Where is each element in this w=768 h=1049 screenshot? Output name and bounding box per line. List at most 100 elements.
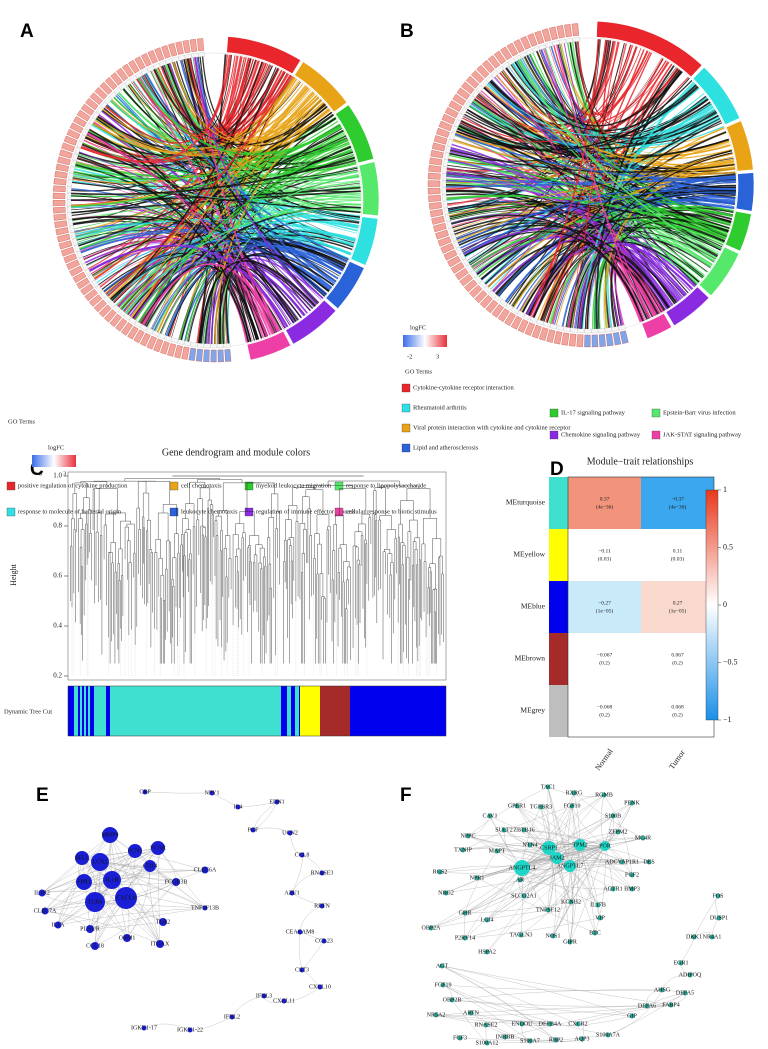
- ribbon: [89, 128, 297, 323]
- node: [605, 1032, 611, 1038]
- ribbon: [150, 71, 342, 154]
- module-color: [549, 581, 568, 633]
- node: [521, 893, 527, 899]
- edge: [435, 1005, 648, 1016]
- cell-value: −0.37: [671, 496, 684, 502]
- panel-letter: F: [400, 785, 412, 806]
- edge: [430, 845, 606, 929]
- module-strip: [283, 686, 285, 736]
- ribbon: [586, 250, 670, 329]
- node: [440, 982, 446, 988]
- edge: [435, 1004, 672, 1016]
- gene-box: [66, 129, 81, 140]
- node: [103, 871, 121, 889]
- gene-inner: [183, 340, 192, 347]
- edge: [552, 844, 581, 937]
- edge: [680, 936, 695, 964]
- node: [91, 942, 99, 950]
- ribbon: [121, 146, 352, 310]
- gene-inner: [223, 343, 231, 348]
- edge: [44, 865, 151, 912]
- cell-pvalue: (0.2): [599, 659, 610, 666]
- gene-box: [436, 127, 450, 138]
- node: [527, 842, 533, 848]
- ribbon: [227, 246, 344, 344]
- node: [564, 860, 576, 872]
- edge: [489, 815, 523, 869]
- gene-box: [556, 25, 565, 39]
- node: [428, 925, 434, 931]
- gene-box: [441, 113, 456, 125]
- nodes: TAC1 RXRG RGMB PENK GPER1 TGFBR3 FGF10 S100B CAV…: [421, 784, 728, 1046]
- gene-box: [428, 194, 441, 203]
- node: [597, 915, 603, 921]
- node: [687, 972, 693, 978]
- edge: [143, 1023, 191, 1031]
- node-label: GIPR: [563, 939, 577, 945]
- gene-box: [491, 304, 504, 318]
- node-label: FCAR: [150, 845, 166, 851]
- node-label: AHSG: [654, 987, 671, 993]
- edge: [94, 881, 177, 947]
- edge: [529, 1038, 583, 1043]
- module-strip: [76, 686, 78, 736]
- edge: [451, 989, 663, 1001]
- edge: [523, 829, 606, 847]
- ribbon: [454, 133, 736, 180]
- node: [547, 1021, 553, 1027]
- module-strip: [281, 686, 283, 736]
- gene-box: [520, 36, 531, 50]
- legend-swatch: [334, 481, 344, 491]
- edge: [552, 845, 606, 937]
- gene-box: [63, 253, 78, 264]
- node-label: TNFSF13B: [191, 905, 219, 911]
- gene-box: [57, 156, 71, 166]
- edge: [646, 992, 686, 1007]
- edge: [523, 845, 606, 897]
- ribbon: [120, 93, 316, 310]
- ribbon: [124, 86, 308, 313]
- edge: [516, 805, 581, 846]
- term-segment: [698, 246, 740, 297]
- ribbon: [86, 132, 275, 334]
- ribbon: [70, 58, 254, 201]
- node-label: TLR4: [88, 899, 102, 905]
- node-label: DEFA6: [638, 1003, 656, 1009]
- node-label: RGS2: [433, 869, 448, 875]
- edge: [521, 794, 605, 869]
- ribbon: [72, 181, 361, 214]
- edge: [569, 845, 606, 943]
- ribbon: [506, 230, 716, 304]
- ribbon: [75, 218, 356, 241]
- node-label: RXRG: [566, 790, 583, 796]
- node: [235, 804, 241, 810]
- gene-box: [427, 180, 441, 187]
- gene-box: [69, 265, 83, 277]
- node-label: ADCYAP1R1: [605, 859, 639, 865]
- node: [86, 925, 94, 933]
- gene-box: [197, 38, 204, 52]
- node-label: BTC: [589, 930, 601, 936]
- edge: [467, 835, 581, 846]
- ribbon: [449, 160, 735, 217]
- ribbon: [218, 252, 334, 344]
- ribbon: [70, 186, 361, 201]
- node-label: CXCR2: [568, 1021, 587, 1027]
- ribbon: [113, 96, 347, 161]
- edge: [231, 995, 265, 1018]
- ribbon: [139, 76, 281, 332]
- node: [202, 905, 208, 911]
- edge: [603, 794, 633, 876]
- edge: [529, 805, 573, 846]
- ribbon: [224, 62, 265, 344]
- node-label: AGT: [436, 963, 449, 969]
- edge: [441, 965, 672, 1006]
- ribbon: [546, 241, 700, 323]
- ribbon: [184, 58, 316, 140]
- gene-box: [89, 92, 103, 105]
- edge: [57, 850, 136, 926]
- gene-inner: [67, 205, 72, 214]
- node-label: IFNL3: [256, 993, 272, 999]
- y-tick-label: 0.4: [53, 622, 62, 630]
- node: [38, 889, 46, 897]
